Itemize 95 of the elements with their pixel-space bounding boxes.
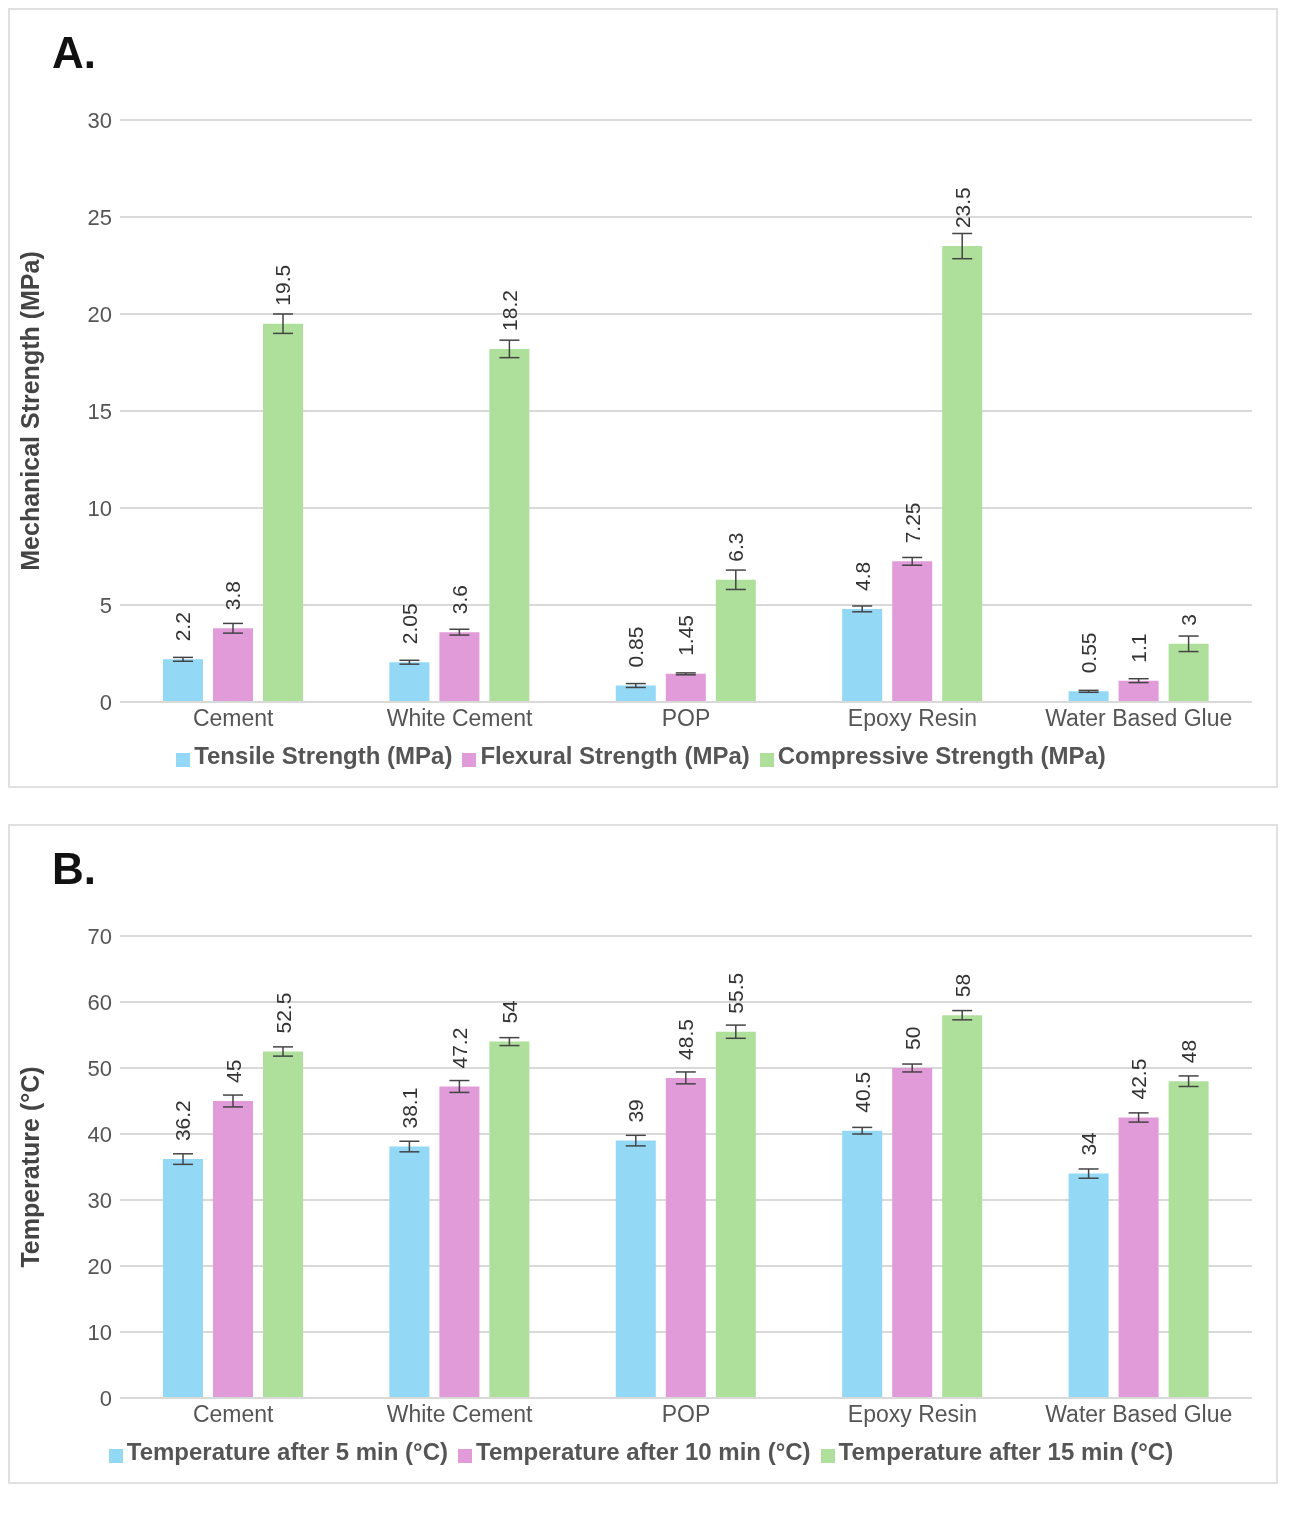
bar <box>263 323 303 702</box>
y-tick-label: 30 <box>87 1187 112 1213</box>
x-tick-label: Epoxy Resin <box>847 1401 977 1428</box>
bar <box>665 673 706 702</box>
bar <box>213 628 253 702</box>
bar <box>715 1031 756 1398</box>
bar <box>439 632 480 702</box>
y-tick-label: 70 <box>87 923 112 949</box>
bar <box>1168 1081 1209 1398</box>
bar <box>389 1146 430 1398</box>
bar <box>163 659 203 702</box>
y-tick-label: 15 <box>87 398 112 424</box>
data-label: 45 <box>221 1059 245 1083</box>
bar <box>842 1130 883 1398</box>
bar <box>389 662 430 702</box>
y-axis-title: Mechanical Strength (MPa) <box>15 251 44 571</box>
y-tick-label: 50 <box>87 1055 112 1081</box>
data-label: 39 <box>624 1099 648 1123</box>
data-label: 48 <box>1177 1039 1201 1064</box>
data-label: 7.25 <box>900 502 924 544</box>
bar <box>1068 691 1109 702</box>
legend-label: Temperature after 15 min (°C) <box>838 1438 1174 1465</box>
bar <box>489 1041 530 1398</box>
bar <box>715 579 756 702</box>
y-tick-label: 60 <box>87 989 112 1015</box>
bar <box>665 1077 706 1398</box>
bar <box>439 1086 480 1398</box>
data-label: 0.85 <box>624 626 648 668</box>
y-tick-label: 10 <box>87 495 112 521</box>
data-label: 3.6 <box>447 584 471 615</box>
y-tick-label: 20 <box>87 301 112 327</box>
data-label: 34 <box>1077 1131 1101 1156</box>
data-label: 48.5 <box>674 1019 698 1060</box>
bar <box>489 348 530 702</box>
data-label: 1.1 <box>1127 633 1151 663</box>
data-label: 52.5 <box>271 992 295 1034</box>
legend-label: Compressive Strength (MPa) <box>777 742 1106 769</box>
bar <box>213 1101 253 1398</box>
legend-label: Temperature after 10 min (°C) <box>476 1438 811 1465</box>
data-label: 42.5 <box>1127 1058 1151 1100</box>
data-label: 18.2 <box>497 290 521 331</box>
bar <box>1168 643 1209 702</box>
x-tick-label: Water Based Glue <box>1045 705 1233 732</box>
data-label: 3.8 <box>221 581 245 611</box>
bar <box>1118 680 1159 702</box>
bar <box>942 1015 983 1398</box>
data-label: 0.55 <box>1077 632 1101 674</box>
data-label: 23.5 <box>950 187 974 229</box>
data-label: 19.5 <box>271 264 295 306</box>
data-label: 2.05 <box>397 603 421 645</box>
bar <box>263 1051 303 1398</box>
y-tick-label: 25 <box>87 204 112 230</box>
bar <box>892 1068 933 1398</box>
data-label: 1.45 <box>674 614 698 656</box>
data-label: 58 <box>950 973 974 998</box>
bar <box>842 608 883 702</box>
x-tick-label: Water Based Glue <box>1045 1401 1233 1428</box>
y-tick-label: 40 <box>87 1121 112 1147</box>
x-tick-label: POP <box>661 1401 711 1428</box>
x-tick-label: White Cement <box>386 1401 534 1428</box>
data-label: 3 <box>1177 614 1201 626</box>
chart-title: B. <box>52 844 96 894</box>
y-tick-label: 0 <box>99 689 112 715</box>
bar <box>1118 1117 1159 1398</box>
chart-title: A. <box>52 28 96 78</box>
y-tick-label: 30 <box>87 107 112 133</box>
bar <box>892 561 933 702</box>
y-tick-label: 10 <box>87 1319 112 1345</box>
bar <box>942 246 983 702</box>
data-label: 4.8 <box>850 561 874 591</box>
data-label: 6.3 <box>724 532 748 562</box>
data-label: 55.5 <box>724 972 748 1014</box>
legend-label: Temperature after 5 min (°C) <box>126 1438 449 1465</box>
x-tick-label: Cement <box>192 1401 275 1428</box>
data-label: 40.5 <box>850 1071 874 1113</box>
bar <box>1068 1173 1109 1398</box>
bar <box>615 1140 656 1398</box>
data-label: 38.1 <box>397 1087 421 1129</box>
y-tick-label: 20 <box>87 1253 112 1279</box>
y-tick-label: 5 <box>99 592 112 618</box>
legend-label: Flexural Strength (MPa) <box>480 742 750 769</box>
x-tick-label: Cement <box>192 705 275 732</box>
data-label: 47.2 <box>447 1027 471 1069</box>
data-label: 54 <box>497 999 521 1024</box>
x-tick-label: Epoxy Resin <box>847 705 977 732</box>
legend-label: Tensile Strength (MPa) <box>194 742 453 769</box>
data-label: 36.2 <box>171 1100 195 1142</box>
y-axis-title: Temperature (°C) <box>15 1066 44 1268</box>
data-label: 50 <box>900 1026 924 1050</box>
x-tick-label: POP <box>661 705 711 732</box>
data-label: 2.2 <box>171 612 195 642</box>
x-tick-label: White Cement <box>386 705 534 732</box>
bar <box>163 1159 203 1398</box>
y-tick-label: 0 <box>99 1385 112 1411</box>
bar <box>615 685 656 702</box>
